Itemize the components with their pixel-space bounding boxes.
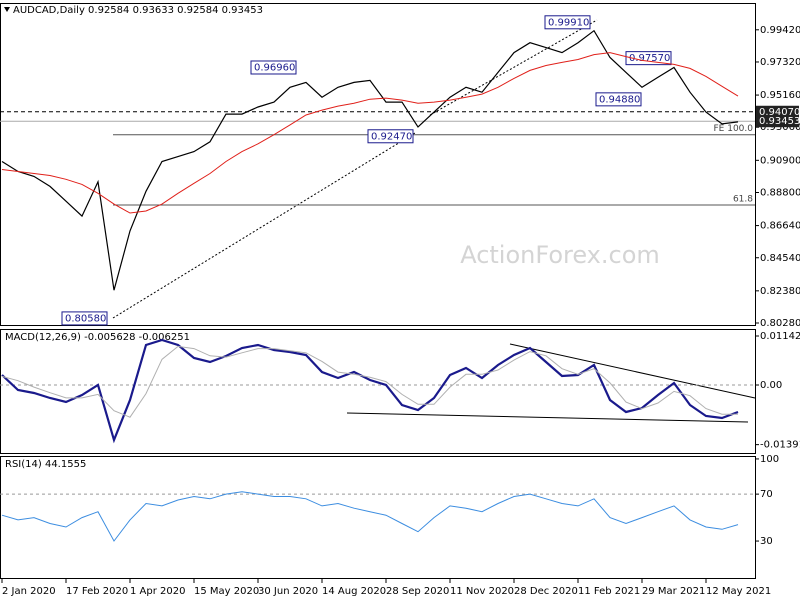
y-tick-label: 0.97320 — [760, 57, 800, 68]
x-tick-label: 30 Jun 2020 — [258, 586, 318, 597]
x-tick-label: 11 Nov 2020 — [450, 586, 514, 597]
x-tick-label: 1 Apr 2020 — [130, 586, 185, 597]
y-tick-label: 70 — [760, 489, 773, 500]
annotation-label: 0.94880 — [599, 94, 640, 105]
y-tick-label: 0.93060 — [760, 122, 800, 133]
annotation-label: 0.96960 — [254, 62, 295, 73]
annotation-box — [250, 60, 297, 75]
series-line — [1, 491, 739, 542]
price-tag-label: 0.94070 — [759, 107, 800, 118]
level-label: 61.8 — [733, 195, 753, 205]
series-line — [1, 29, 739, 291]
annotation-label: 0.80580 — [65, 313, 106, 324]
y-tick-label: 0.82380 — [760, 286, 800, 297]
series-line — [1, 52, 739, 214]
annotation-box — [595, 92, 642, 107]
x-tick-label: 11 Feb 2021 — [578, 586, 640, 597]
x-tick-label: 14 Aug 2020 — [322, 586, 386, 597]
annotation-label: 0.92470 — [371, 131, 412, 142]
annotation-box — [625, 51, 672, 66]
series-line — [1, 338, 739, 444]
y-tick-label: 0.80280 — [760, 318, 800, 329]
price-tag-label: 0.93453 — [759, 116, 800, 127]
trendline — [112, 132, 416, 319]
title-icon — [4, 7, 10, 12]
panel-frame — [0, 329, 756, 454]
x-tick-label: 29 Mar 2021 — [642, 586, 705, 597]
x-tick-label: 28 Sep 2020 — [386, 586, 449, 597]
x-tick-label: 2 Jan 2020 — [2, 586, 56, 597]
trendline — [509, 343, 756, 399]
macd-title: MACD(12,26,9) -0.005628 -0.006251 — [5, 332, 190, 343]
y-tick-label: 0.00 — [760, 380, 782, 391]
x-tick-label: 12 May 2021 — [706, 586, 771, 597]
x-tick-label: 15 May 2020 — [194, 586, 259, 597]
level-label: FE 100.0 — [714, 124, 754, 134]
y-tick-label: 0.90900 — [760, 155, 800, 166]
y-tick-label: 0.99420 — [760, 25, 800, 36]
trendline — [346, 412, 749, 423]
annotation-box — [367, 129, 414, 144]
annotation-box — [61, 311, 108, 326]
annotation-box — [544, 15, 591, 30]
annotation-label: 0.97570 — [629, 53, 670, 64]
x-tick-label: 17 Feb 2020 — [66, 586, 128, 597]
y-tick-label: 0.95160 — [760, 90, 800, 101]
price-tag — [756, 115, 799, 128]
y-tick-label: 0.011427 — [760, 331, 800, 342]
chart-title: AUDCAD,Daily 0.92584 0.93633 0.92584 0.9… — [13, 5, 263, 16]
price-tag — [756, 105, 799, 118]
panel-frame — [0, 456, 756, 579]
x-tick-label: 28 Dec 2020 — [514, 586, 578, 597]
panel-frame — [0, 3, 756, 326]
rsi-title: RSI(14) 44.1555 — [5, 459, 86, 470]
y-tick-label: 0.84540 — [760, 253, 800, 264]
watermark: ActionForex.com — [460, 241, 660, 269]
y-tick-label: 0.88800 — [760, 187, 800, 198]
y-tick-label: 100 — [760, 454, 779, 465]
annotation-label: 0.99910 — [548, 17, 589, 28]
y-tick-label: 30 — [760, 536, 773, 547]
y-tick-label: 0.86640 — [760, 221, 800, 232]
series-line — [1, 345, 738, 418]
